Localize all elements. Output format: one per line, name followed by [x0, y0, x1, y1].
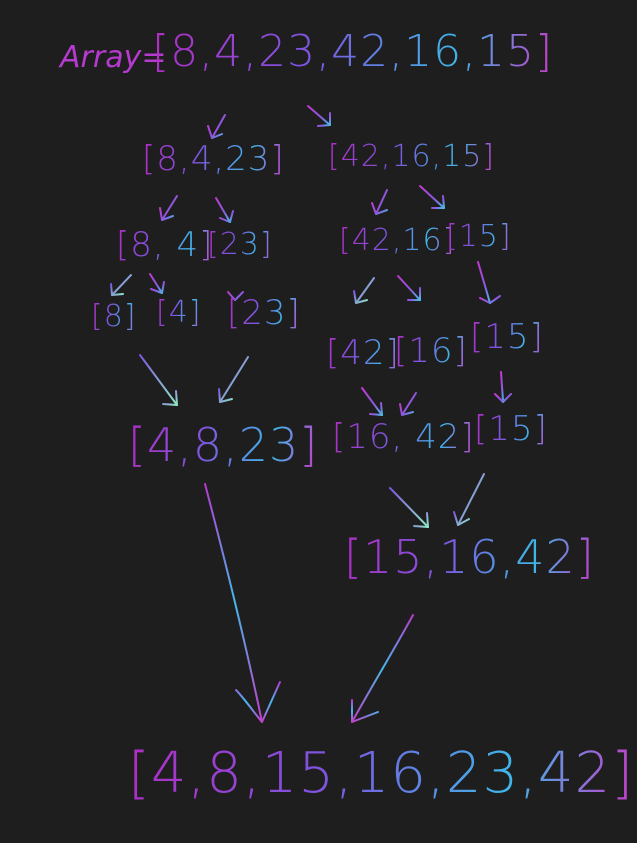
node-23-b: [23]	[227, 293, 301, 333]
input-array: [8,4,23,42,16,15]	[152, 26, 554, 77]
arrow-8-4-left	[110, 274, 132, 296]
node-16: [16]	[394, 331, 468, 371]
node-15-16-42: [15,16,42]	[344, 530, 595, 584]
arrow-final-left	[204, 483, 281, 723]
node-15-c: [15]	[474, 409, 548, 449]
arrow-merge-42	[361, 387, 383, 416]
arrow-42-16-right	[397, 275, 421, 301]
arrow-merge-15	[453, 473, 485, 526]
arrow-final-right	[351, 614, 414, 723]
node-42: [42]	[326, 333, 400, 373]
node-15-b: [15]	[470, 317, 544, 357]
node-42-16-15: [42,16,15]	[328, 139, 496, 174]
arrow-23-down	[227, 274, 244, 301]
node-4-8-23: [4,8,23]	[128, 418, 319, 472]
arrow-8-4-23-right	[215, 197, 234, 223]
arrow-merge-16	[399, 392, 417, 416]
arrow-split-left	[207, 114, 226, 139]
arrow-merge-23	[218, 356, 249, 403]
arrow-15-down	[477, 261, 501, 304]
node-8-4: [8, 4]	[116, 225, 214, 265]
arrow-42-16-15-right	[419, 185, 445, 209]
arrow-8-4-23-left	[159, 195, 178, 221]
node-4: [4]	[156, 295, 202, 330]
arrow-42-16-15-left	[371, 189, 388, 215]
arrow-merge-16-42	[389, 487, 429, 528]
node-8: [8]	[91, 299, 137, 334]
sorted-result: [4,8,15,16,23,42]	[128, 741, 634, 806]
arrow-merge-8-4	[139, 354, 178, 406]
node-8-4-23: [8,4,23]	[142, 139, 285, 179]
node-15-a: [15]	[446, 219, 512, 254]
node-42-16: [42,16]	[339, 223, 456, 258]
arrow-split-right	[307, 105, 331, 127]
node-23-a: [23]	[207, 227, 273, 262]
arrow-15-down-2	[494, 371, 512, 403]
node-16-42: [16, 42]	[332, 417, 475, 457]
array-label: Array=	[60, 40, 167, 75]
arrow-42-16-left	[353, 277, 375, 304]
arrow-8-4-right	[149, 273, 165, 294]
